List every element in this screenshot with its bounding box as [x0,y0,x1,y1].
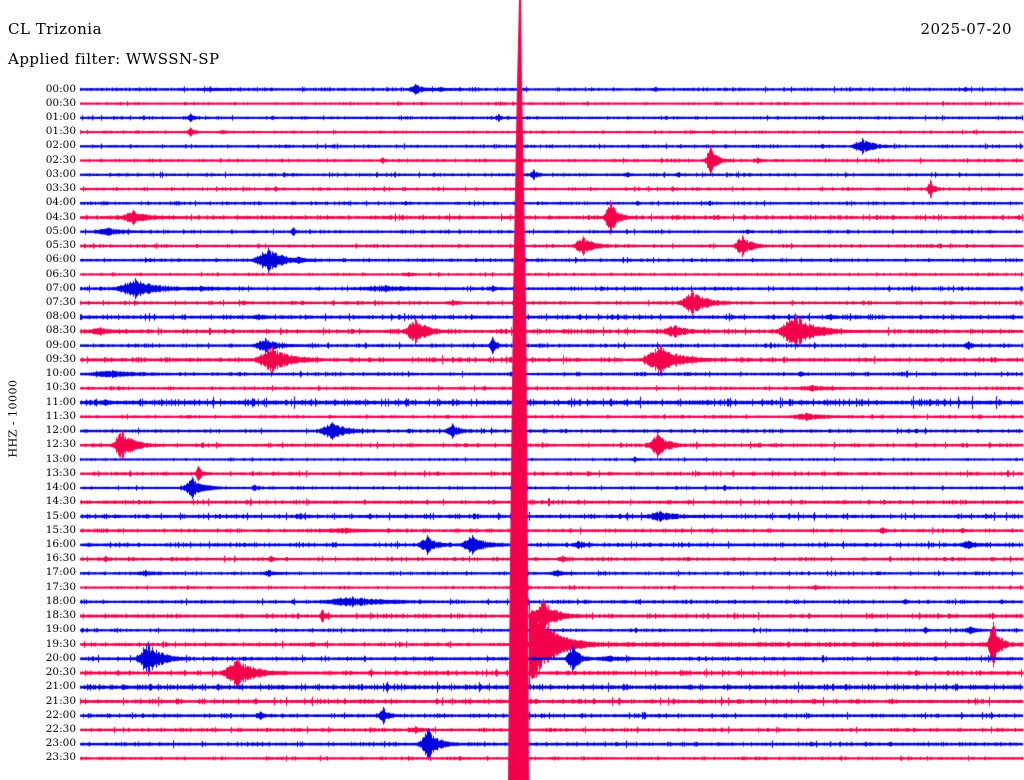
time-label: 22:00 [45,708,76,721]
time-label: 00:30 [45,96,76,109]
time-label: 09:30 [45,352,76,365]
time-label: 17:30 [45,580,76,593]
time-label: 11:30 [45,409,76,422]
time-label: 01:30 [45,125,76,138]
time-label: 05:30 [45,239,76,252]
date-label: 2025-07-20 [920,20,1012,38]
time-label: 18:30 [45,609,76,622]
time-label: 10:30 [45,381,76,394]
time-label: 17:00 [45,566,76,579]
time-label: 12:00 [45,424,76,437]
time-label: 07:30 [45,296,76,308]
time-label: 15:30 [45,523,76,536]
time-label: 09:00 [45,338,76,351]
time-label: 21:30 [45,694,76,707]
time-label: 02:30 [45,153,76,166]
time-label: 02:00 [45,139,76,152]
time-label: 00:00 [45,82,76,95]
time-label: 04:30 [45,210,76,223]
filter-label: Applied filter: WWSSN-SP [8,50,220,68]
time-label: 12:30 [45,438,76,451]
time-label: 18:00 [45,594,76,607]
time-label: 06:00 [45,253,76,266]
time-label: 03:00 [45,167,76,180]
time-label: 16:00 [45,537,76,550]
time-label: 13:30 [45,466,76,479]
time-label: 10:00 [45,367,76,380]
time-label: 19:00 [45,623,76,636]
time-label: 22:30 [45,723,76,736]
time-label: 23:30 [45,751,76,764]
time-label: 14:30 [45,495,76,508]
time-label: 04:00 [45,196,76,209]
time-label: 05:00 [45,224,76,237]
time-label: 08:30 [45,324,76,337]
station-title: CL Trizonia [8,20,103,38]
time-label: 07:00 [45,281,76,294]
time-label: 13:00 [45,452,76,465]
time-label: 16:30 [45,552,76,565]
time-label: 20:30 [45,666,76,679]
time-label: 03:30 [45,182,76,195]
time-label: 21:00 [45,680,76,693]
time-label: 23:00 [45,737,76,750]
time-label: 20:00 [45,651,76,664]
time-label: 01:00 [45,110,76,123]
time-label: 06:30 [45,267,76,280]
time-label: 19:30 [45,637,76,650]
time-label: 14:00 [45,481,76,494]
time-label: 08:00 [45,310,76,323]
time-label: 15:00 [45,509,76,522]
time-label: 11:00 [45,395,76,408]
